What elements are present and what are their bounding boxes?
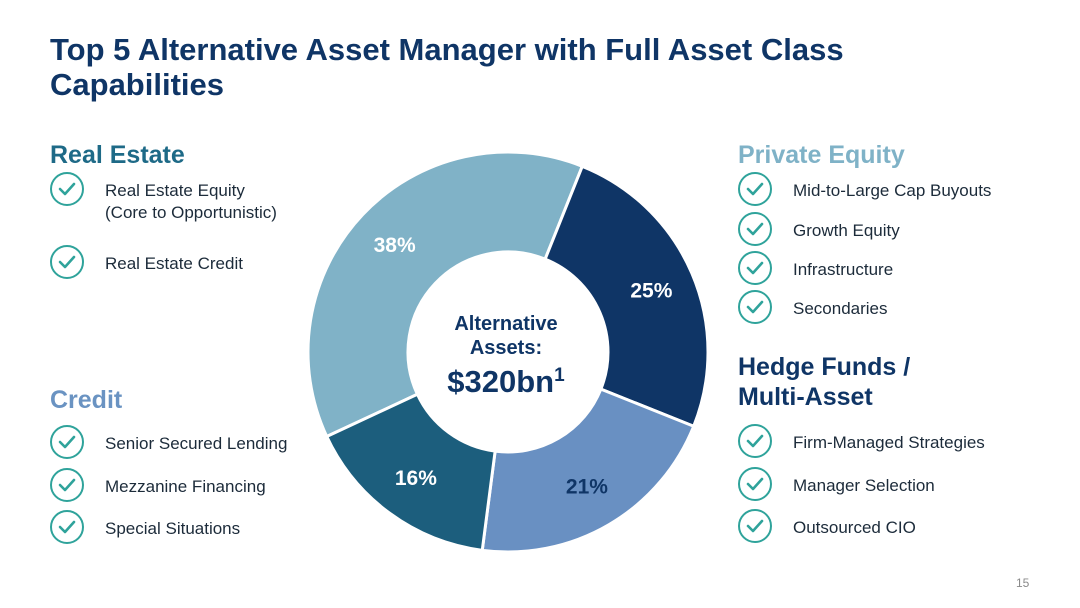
credit-item-label: Senior Secured Lending (105, 434, 288, 453)
credit-item: Mezzanine Financing (50, 468, 266, 502)
real-estate-item-label: Real Estate Credit (105, 254, 243, 273)
real-estate-heading: Real Estate (50, 141, 185, 169)
credit-item: Senior Secured Lending (50, 425, 288, 459)
alternative-assets-donut-chart: 38% 25% 21% 16% Alternative Assets: $320bn1 (306, 150, 710, 554)
private-equity-item: Infrastructure (738, 251, 894, 285)
real-estate-item: Real Estate Credit (50, 245, 243, 279)
hedge-funds-item: Outsourced CIO (738, 509, 916, 543)
slice-percent-label: 16% (395, 467, 437, 490)
checkmark-icon (738, 290, 772, 324)
real-estate-item-label: Real Estate Equity (Core to Opportunisti… (105, 181, 277, 222)
private-equity-item-label: Infrastructure (793, 260, 894, 279)
real-estate-item: Real Estate Equity (Core to Opportunisti… (50, 172, 277, 224)
credit-item-label: Mezzanine Financing (105, 477, 266, 496)
center-label-line-2: Assets: (470, 337, 542, 359)
hedge-funds-item: Manager Selection (738, 467, 935, 501)
hedge-funds-heading: Hedge Funds / Multi-Asset (738, 353, 911, 411)
private-equity-item-label: Mid-to-Large Cap Buyouts (793, 181, 992, 200)
donut-slice (306, 150, 585, 439)
private-equity-heading: Private Equity (738, 141, 905, 169)
hedge-funds-item-label: Manager Selection (793, 476, 935, 495)
private-equity-item: Mid-to-Large Cap Buyouts (738, 172, 992, 206)
credit-heading: Credit (50, 386, 123, 414)
private-equity-item: Growth Equity (738, 212, 900, 246)
checkmark-icon (738, 212, 772, 246)
checkmark-icon (738, 424, 772, 458)
center-total-footnote: 1 (554, 365, 565, 386)
hedge-funds-item: Firm-Managed Strategies (738, 424, 985, 458)
page-title: Top 5 Alternative Asset Manager with Ful… (50, 32, 844, 102)
donut-slice (324, 392, 497, 553)
page-number: 15 (1016, 576, 1030, 590)
private-equity-item-label: Growth Equity (793, 221, 900, 240)
checkmark-icon (738, 172, 772, 206)
checkmark-icon (738, 509, 772, 543)
center-label-line-1: Alternative (454, 313, 557, 335)
slice-percent-label: 25% (630, 280, 672, 303)
checkmark-icon (738, 467, 772, 501)
credit-item-label: Special Situations (105, 519, 241, 538)
donut-slice (480, 387, 696, 554)
donut-slice (543, 164, 710, 429)
checkmark-icon (50, 510, 84, 544)
private-equity-item-label: Secondaries (793, 299, 888, 318)
checkmark-icon (50, 172, 84, 206)
hedge-funds-item-label: Firm-Managed Strategies (793, 433, 985, 452)
checkmark-icon (738, 251, 772, 285)
private-equity-item: Secondaries (738, 290, 888, 324)
slice-percent-label: 21% (566, 476, 608, 499)
checkmark-icon (50, 468, 84, 502)
center-total-value: $320bn1 (447, 364, 565, 399)
slice-percent-label: 38% (374, 234, 416, 257)
checkmark-icon (50, 425, 84, 459)
center-total-amount: $320bn (447, 364, 554, 399)
credit-item: Special Situations (50, 510, 241, 544)
checkmark-icon (50, 245, 84, 279)
hedge-funds-item-label: Outsourced CIO (793, 518, 916, 537)
